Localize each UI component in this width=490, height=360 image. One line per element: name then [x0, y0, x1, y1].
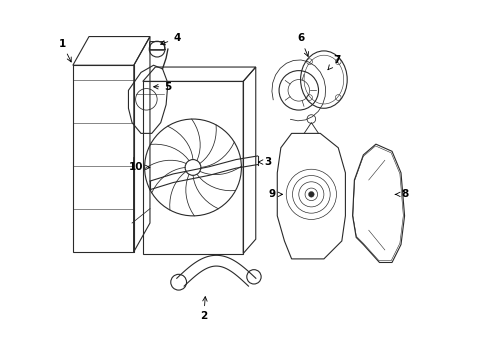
Circle shape — [309, 192, 314, 197]
Text: 6: 6 — [297, 33, 309, 57]
Text: 9: 9 — [269, 189, 283, 199]
Text: 3: 3 — [258, 157, 272, 167]
Text: 8: 8 — [395, 189, 408, 199]
Text: 10: 10 — [128, 162, 150, 172]
Text: 1: 1 — [58, 39, 71, 62]
Text: 5: 5 — [154, 82, 172, 92]
Text: 2: 2 — [200, 297, 207, 321]
Text: 4: 4 — [161, 33, 180, 45]
Text: 7: 7 — [328, 55, 340, 70]
